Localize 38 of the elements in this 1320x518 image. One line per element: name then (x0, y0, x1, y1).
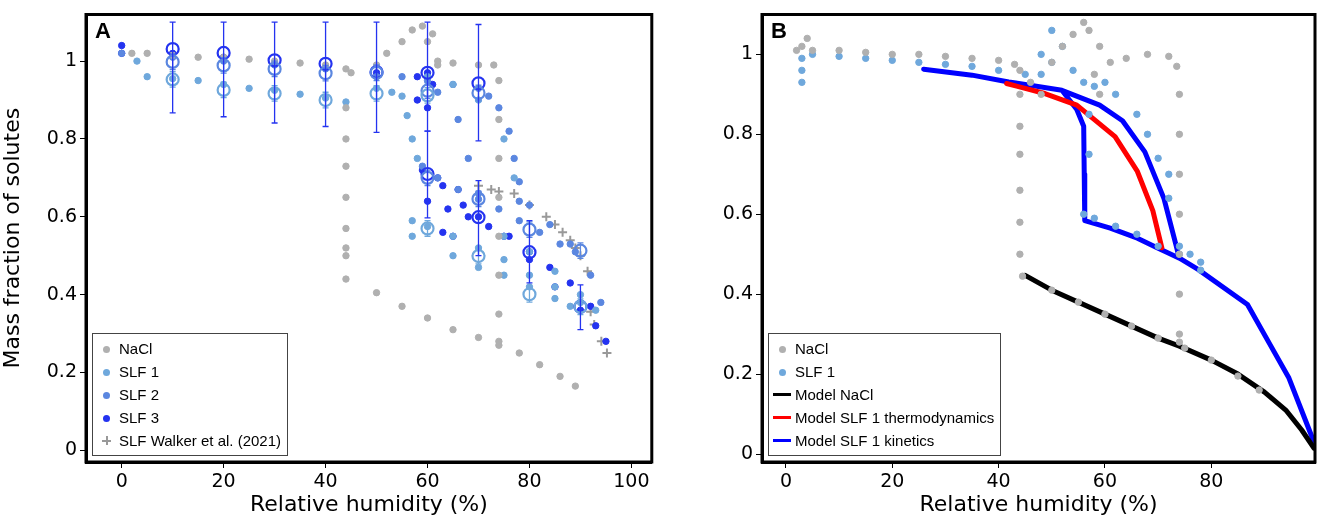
x-tick-label: 60 (415, 469, 440, 492)
chart-title: B (771, 18, 787, 44)
x-axis-title: Relative humidity (%) (249, 490, 488, 516)
x-tick-label: 60 (1092, 469, 1118, 492)
y-tick-label: 0.6 (722, 201, 753, 224)
x-tick-label: 100 (613, 469, 650, 492)
legend-label: SLF 1 (795, 363, 836, 380)
x-tick-label: 80 (1199, 469, 1224, 492)
legend-label: NaCl (119, 340, 153, 357)
y-tick-label: 0.2 (722, 361, 753, 384)
chart-title: A (95, 18, 111, 44)
y-tick-label: 0 (740, 440, 753, 463)
y-tick-label: 0.4 (722, 281, 753, 304)
y-tick-label: 0.2 (46, 359, 77, 382)
x-tick-label: 20 (211, 469, 236, 492)
x-tick-label: 0 (115, 469, 128, 492)
legend-label: SLF 2 (119, 386, 160, 403)
y-tick-label: 0.8 (722, 121, 753, 144)
x-tick-label: 20 (880, 469, 905, 492)
x-tick-label: 80 (517, 469, 542, 492)
y-tick-label: 0.4 (46, 281, 77, 304)
y-tick-label: 1 (740, 41, 753, 64)
y-tick-label: 1 (64, 48, 77, 71)
legend-label: SLF Walker et al. (2021) (119, 432, 282, 449)
x-tick-label: 40 (313, 469, 338, 492)
y-tick-label: 0 (64, 437, 77, 460)
legend-label: Model SLF 1 kinetics (795, 432, 935, 449)
legend-label: Model NaCl (795, 386, 874, 403)
y-tick-label: 0.8 (46, 125, 77, 148)
x-tick-label: 0 (779, 469, 792, 492)
legend-label: NaCl (795, 340, 829, 357)
y-tick-label: 0.6 (46, 203, 77, 226)
y-axis-title: Mass fraction of solutes (0, 107, 24, 369)
x-tick-label: 40 (986, 469, 1011, 492)
legend-label: SLF 1 (119, 363, 160, 380)
x-axis-title: Relative humidity (%) (919, 490, 1158, 516)
legend-label: SLF 3 (119, 409, 160, 426)
legend-label: Model SLF 1 thermodynamics (795, 409, 995, 426)
